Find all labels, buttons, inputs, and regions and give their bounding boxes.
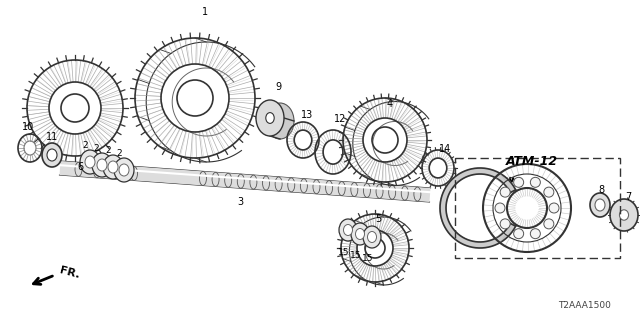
Circle shape bbox=[544, 219, 554, 229]
Ellipse shape bbox=[367, 231, 376, 243]
Text: 3: 3 bbox=[237, 197, 243, 207]
Ellipse shape bbox=[85, 156, 95, 168]
Text: 6: 6 bbox=[77, 162, 83, 172]
Ellipse shape bbox=[339, 219, 357, 241]
Circle shape bbox=[500, 219, 510, 229]
Text: 11: 11 bbox=[46, 132, 58, 142]
Ellipse shape bbox=[42, 143, 62, 167]
Circle shape bbox=[531, 229, 540, 239]
Text: 15: 15 bbox=[362, 254, 374, 263]
Ellipse shape bbox=[80, 150, 100, 174]
Ellipse shape bbox=[610, 199, 638, 231]
Ellipse shape bbox=[108, 161, 118, 173]
Ellipse shape bbox=[266, 113, 274, 124]
Ellipse shape bbox=[256, 100, 284, 136]
Text: 5: 5 bbox=[375, 214, 381, 224]
Ellipse shape bbox=[620, 210, 628, 220]
Circle shape bbox=[531, 177, 540, 187]
Ellipse shape bbox=[92, 153, 112, 177]
Circle shape bbox=[544, 187, 554, 197]
Text: 14: 14 bbox=[439, 144, 451, 154]
Circle shape bbox=[514, 177, 524, 187]
Ellipse shape bbox=[344, 225, 353, 236]
Ellipse shape bbox=[590, 193, 610, 217]
Text: T2AAA1500: T2AAA1500 bbox=[559, 301, 611, 310]
Ellipse shape bbox=[119, 164, 129, 176]
Text: 13: 13 bbox=[301, 110, 313, 120]
Ellipse shape bbox=[97, 159, 107, 171]
Ellipse shape bbox=[114, 158, 134, 182]
Polygon shape bbox=[440, 168, 516, 248]
Text: 4: 4 bbox=[387, 99, 393, 109]
Text: 1: 1 bbox=[202, 7, 208, 17]
Text: 10: 10 bbox=[22, 122, 34, 132]
Ellipse shape bbox=[351, 223, 369, 245]
Circle shape bbox=[514, 229, 524, 239]
Text: 8: 8 bbox=[598, 185, 604, 195]
Text: ATM-12: ATM-12 bbox=[506, 155, 558, 168]
Text: 2: 2 bbox=[105, 146, 111, 155]
Text: 7: 7 bbox=[625, 192, 631, 202]
Circle shape bbox=[495, 203, 505, 213]
Ellipse shape bbox=[355, 228, 365, 239]
Polygon shape bbox=[60, 161, 431, 202]
Text: 2: 2 bbox=[82, 141, 88, 150]
Ellipse shape bbox=[103, 155, 123, 179]
Circle shape bbox=[549, 203, 559, 213]
Text: 2: 2 bbox=[116, 149, 122, 158]
Text: 15: 15 bbox=[350, 251, 362, 260]
Bar bbox=[455, 158, 620, 258]
Text: 2: 2 bbox=[93, 144, 99, 153]
Ellipse shape bbox=[363, 226, 381, 248]
Text: 12: 12 bbox=[334, 114, 346, 124]
Text: FR.: FR. bbox=[58, 265, 81, 280]
Ellipse shape bbox=[266, 103, 294, 139]
Text: 9: 9 bbox=[275, 82, 281, 92]
Circle shape bbox=[500, 187, 510, 197]
Text: 15: 15 bbox=[339, 248, 349, 257]
Ellipse shape bbox=[595, 199, 605, 211]
Ellipse shape bbox=[47, 149, 57, 161]
